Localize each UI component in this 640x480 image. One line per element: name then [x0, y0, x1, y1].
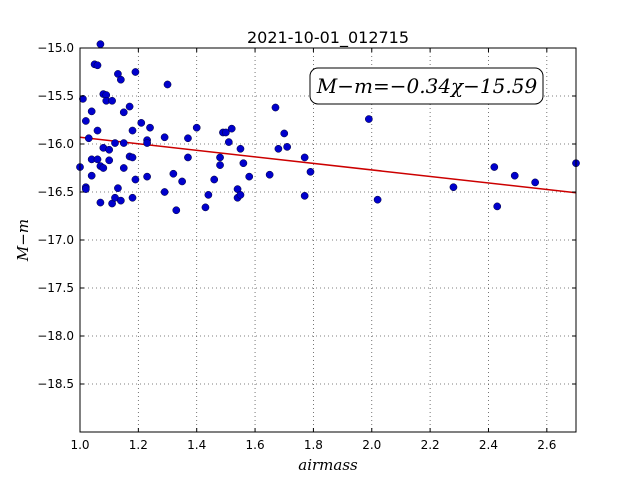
data-point — [300, 191, 309, 200]
data-point — [116, 75, 125, 84]
data-point — [490, 163, 499, 171]
data-point — [114, 184, 122, 193]
y-tick-label: −18.0 — [37, 329, 74, 343]
data-point — [146, 123, 154, 132]
data-point — [160, 188, 169, 196]
data-point — [105, 145, 114, 154]
x-tick-label: 1.0 — [70, 438, 89, 452]
data-point — [236, 144, 245, 153]
data-point — [222, 128, 230, 137]
chart-title: 2021-10-01_012715 — [247, 28, 409, 48]
data-point — [108, 96, 116, 105]
x-tick-label: 2.6 — [537, 438, 556, 452]
data-point — [227, 124, 236, 133]
data-point — [245, 172, 254, 181]
x-axis-label: airmass — [298, 456, 358, 474]
fit-line-layer — [79, 136, 577, 194]
data-point — [224, 138, 233, 146]
data-point — [300, 153, 309, 162]
x-tick-label: 2.0 — [362, 438, 381, 452]
data-point — [201, 203, 210, 212]
data-point — [271, 103, 280, 112]
data-point — [79, 95, 87, 103]
data-point — [99, 164, 108, 172]
data-point — [96, 198, 105, 207]
data-point — [163, 80, 172, 89]
data-point — [128, 153, 137, 162]
data-point — [143, 139, 151, 147]
data-point — [216, 153, 224, 162]
data-point — [93, 61, 102, 70]
data-point — [169, 169, 178, 178]
grid-lines — [79, 47, 576, 432]
data-point — [239, 159, 248, 168]
data-point — [116, 196, 125, 205]
data-point — [510, 171, 519, 180]
data-point — [111, 139, 119, 147]
y-tick-label: −17.5 — [37, 281, 74, 295]
data-point — [125, 102, 134, 111]
data-point — [96, 40, 105, 49]
x-tick-label: 1.2 — [129, 438, 148, 452]
x-tick-label: 1.4 — [187, 438, 206, 452]
y-tick-label: −15.5 — [37, 89, 74, 103]
y-tick-label: −17.0 — [37, 233, 74, 247]
data-point — [93, 155, 102, 164]
y-tick-labels: −15.0 −15.5 −16.0 −16.5 −17.0 −17.5 −18.0 −18.5 — [37, 41, 74, 391]
data-point — [449, 183, 458, 192]
data-point — [364, 115, 373, 123]
data-point — [373, 195, 382, 204]
data-point — [184, 134, 192, 143]
data-point — [236, 191, 245, 199]
data-point — [81, 117, 90, 125]
data-point — [306, 167, 315, 176]
data-point — [216, 161, 224, 169]
x-tick-label: 1.8 — [304, 438, 323, 452]
y-axis-label: M−m — [14, 219, 32, 262]
data-points — [76, 40, 580, 215]
data-point — [280, 129, 289, 138]
data-point — [87, 107, 96, 116]
y-tick-label: −16.5 — [37, 185, 74, 199]
fit-annotation: M−m=−0.34χ−15.59 — [309, 67, 544, 105]
y-tick-label: −18.5 — [37, 377, 74, 391]
data-point — [283, 143, 292, 151]
fit-line — [79, 136, 577, 194]
data-point — [93, 126, 102, 135]
data-point — [119, 164, 128, 172]
x-tick-labels: 1.0 1.2 1.4 1.6 1.8 2.0 2.2 2.4 2.6 — [70, 438, 556, 452]
data-point — [137, 119, 146, 127]
annotation-box — [309, 67, 544, 105]
data-point — [160, 133, 169, 142]
data-point — [131, 175, 140, 184]
data-point — [119, 139, 128, 147]
x-tick-label: 2.4 — [479, 438, 498, 452]
data-point — [192, 123, 201, 132]
x-tick-label: 2.2 — [421, 438, 440, 452]
data-point — [210, 175, 219, 184]
axis-ticks — [79, 47, 576, 432]
data-point — [265, 170, 274, 179]
data-point — [119, 108, 128, 117]
data-point — [204, 191, 213, 199]
data-point — [274, 144, 283, 153]
data-point — [128, 126, 137, 135]
data-point — [87, 171, 96, 180]
data-point — [81, 185, 90, 193]
data-point — [131, 68, 140, 76]
data-point — [143, 172, 151, 181]
y-tick-label: −15.0 — [37, 41, 74, 55]
annotation-text: M−m=−0.34χ−15.59 — [316, 74, 538, 98]
data-point — [105, 156, 114, 165]
data-point — [84, 134, 93, 143]
data-point — [184, 153, 192, 162]
data-point — [493, 202, 502, 211]
x-tick-label: 1.6 — [246, 438, 265, 452]
data-point — [178, 177, 186, 186]
data-point — [172, 206, 181, 215]
data-point — [531, 178, 540, 187]
y-tick-label: −16.0 — [37, 137, 74, 151]
data-point — [128, 193, 137, 202]
